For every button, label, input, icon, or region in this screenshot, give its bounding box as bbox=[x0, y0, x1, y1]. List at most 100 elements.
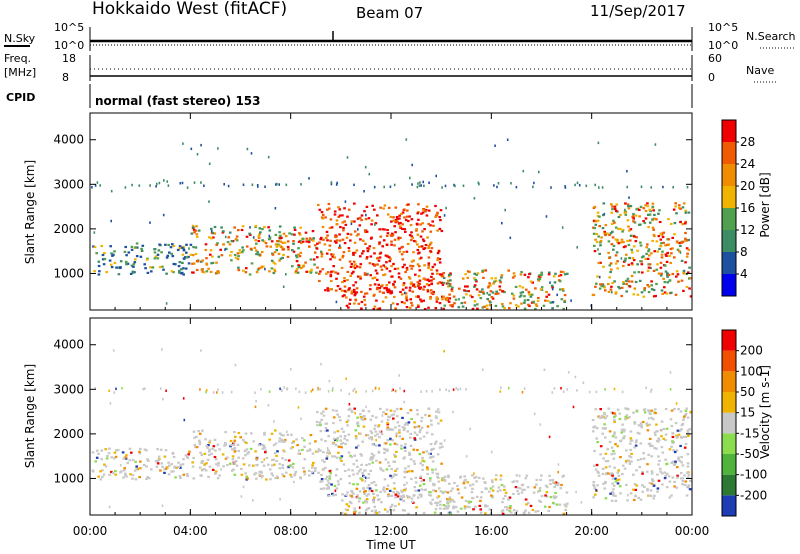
echo-cell bbox=[614, 499, 618, 502]
echo-cell bbox=[168, 464, 171, 467]
echo-cell bbox=[660, 420, 664, 423]
echo-cell bbox=[331, 492, 334, 495]
echo-cell bbox=[362, 295, 366, 298]
echo-cell bbox=[417, 425, 421, 428]
echo-cell bbox=[208, 450, 211, 453]
echo-cell bbox=[297, 266, 301, 269]
echo-cell bbox=[665, 254, 668, 257]
echo-cell bbox=[560, 387, 562, 390]
echo-cell bbox=[324, 427, 328, 430]
echo-cell bbox=[297, 264, 300, 267]
echo-cell bbox=[174, 263, 177, 266]
echo-cell bbox=[291, 466, 295, 469]
echo-cell bbox=[461, 277, 465, 280]
echo-cell bbox=[662, 241, 665, 244]
echo-cell bbox=[627, 243, 631, 247]
echo-cell bbox=[436, 257, 440, 260]
echo-cell bbox=[491, 485, 495, 488]
echo-cell bbox=[500, 510, 504, 513]
echo-cell bbox=[335, 183, 338, 186]
echo-cell bbox=[398, 225, 402, 228]
echo-cell bbox=[311, 464, 314, 467]
echo-cell bbox=[482, 292, 486, 295]
echo-cell bbox=[287, 459, 291, 462]
echo-cell bbox=[640, 426, 643, 429]
echo-cell bbox=[244, 449, 247, 452]
echo-cell bbox=[330, 483, 333, 486]
echo-cell bbox=[261, 444, 265, 447]
echo-cell bbox=[646, 488, 649, 491]
x-tick-label: 08:00 bbox=[273, 524, 308, 538]
echo-cell bbox=[360, 219, 363, 222]
echo-cell bbox=[435, 504, 439, 507]
echo-cell bbox=[388, 428, 392, 431]
echo-cell bbox=[294, 270, 298, 273]
echo-cell bbox=[365, 257, 368, 260]
echo-cell bbox=[278, 259, 281, 262]
echo-cell bbox=[648, 263, 652, 266]
echo-cell bbox=[240, 495, 243, 498]
echo-cell bbox=[642, 295, 646, 298]
echo-cell bbox=[375, 272, 379, 275]
echo-cell bbox=[329, 288, 332, 291]
echo-cell bbox=[241, 251, 244, 254]
echo-cell bbox=[427, 279, 431, 283]
nave-label: Nave bbox=[746, 64, 774, 77]
echo-cell bbox=[596, 219, 600, 222]
echo-cell bbox=[656, 487, 660, 490]
echo-cell bbox=[355, 459, 359, 462]
echo-cell bbox=[108, 259, 112, 262]
echo-cell bbox=[270, 432, 274, 435]
echo-cell bbox=[132, 263, 136, 266]
echo-cell bbox=[322, 414, 326, 417]
echo-cell bbox=[366, 507, 369, 511]
echo-cell bbox=[249, 226, 251, 229]
echo-cell bbox=[365, 463, 368, 467]
echo-cell bbox=[634, 280, 638, 284]
echo-cell bbox=[659, 266, 663, 269]
echo-cell bbox=[604, 466, 608, 469]
echo-cell bbox=[407, 470, 411, 473]
echo-cell bbox=[479, 297, 483, 300]
echo-cell bbox=[93, 270, 96, 273]
echo-cell bbox=[632, 473, 635, 476]
echo-cell bbox=[354, 299, 358, 302]
echo-cell bbox=[216, 242, 219, 245]
echo-cell bbox=[419, 462, 422, 465]
echo-cell bbox=[439, 219, 442, 222]
echo-cell bbox=[260, 388, 262, 391]
echo-cell bbox=[679, 410, 683, 413]
echo-cell bbox=[102, 473, 106, 476]
echo-cell bbox=[671, 247, 674, 250]
echo-cell bbox=[677, 456, 680, 459]
echo-cell bbox=[406, 430, 409, 433]
echo-cell bbox=[398, 431, 401, 434]
echo-cell bbox=[463, 301, 467, 304]
echo-cell bbox=[613, 207, 617, 211]
echo-cell bbox=[684, 442, 688, 446]
echo-cell bbox=[369, 274, 372, 277]
echo-cell bbox=[622, 246, 626, 249]
echo-cell bbox=[125, 475, 128, 478]
echo-cell bbox=[398, 502, 400, 506]
echo-cell bbox=[353, 183, 355, 187]
echo-cell bbox=[313, 469, 317, 472]
echo-cell bbox=[616, 238, 619, 241]
echo-cell bbox=[125, 254, 128, 257]
echo-cell bbox=[480, 491, 484, 494]
echo-cell bbox=[628, 285, 632, 288]
echo-cell bbox=[681, 480, 685, 483]
echo-cell bbox=[184, 256, 187, 259]
echo-cell bbox=[603, 423, 606, 426]
echo-cell bbox=[370, 432, 374, 435]
echo-cell bbox=[664, 458, 667, 461]
echo-cell bbox=[459, 387, 462, 391]
echo-cell bbox=[363, 469, 366, 472]
echo-cell bbox=[681, 422, 685, 425]
echo-cell bbox=[233, 431, 236, 434]
echo-cell bbox=[614, 436, 618, 439]
echo-cell bbox=[659, 232, 663, 236]
echo-cell bbox=[106, 455, 109, 458]
echo-cell bbox=[341, 441, 345, 445]
echo-cell bbox=[627, 207, 631, 210]
